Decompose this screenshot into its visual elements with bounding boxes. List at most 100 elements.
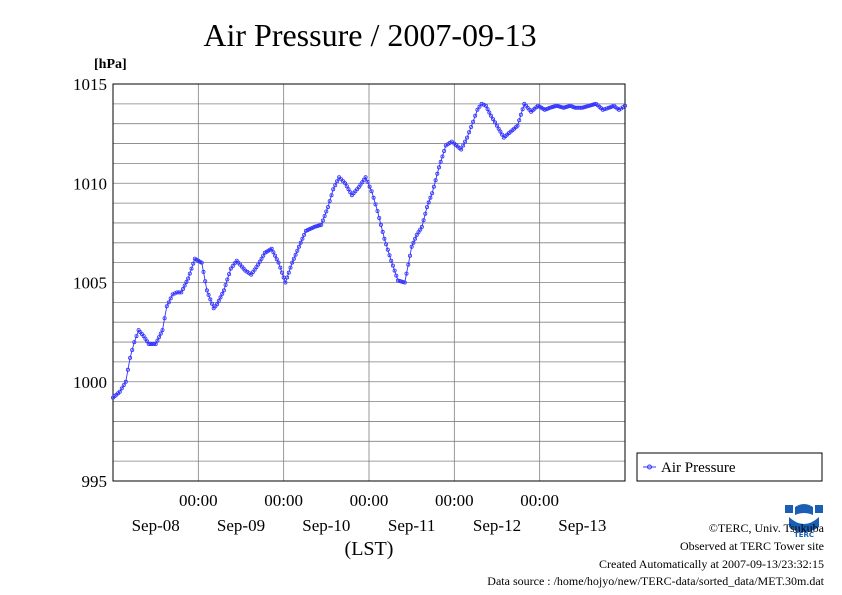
data-point [563, 105, 568, 110]
data-point [302, 232, 307, 237]
data-point [209, 301, 214, 306]
data-point [296, 244, 301, 249]
legend: Air Pressure [636, 452, 823, 482]
data-point [404, 271, 409, 276]
data-point [177, 290, 182, 295]
data-point [151, 341, 156, 346]
y-axis-unit: [hPa] [94, 57, 127, 72]
data-point [377, 215, 382, 220]
data-point [587, 103, 592, 108]
data-point [463, 139, 468, 144]
data-point [221, 288, 226, 293]
data-point [250, 270, 255, 275]
data-point [556, 104, 561, 109]
x-tick-time-label: 00:00 [435, 491, 474, 510]
grid-layer [113, 84, 625, 481]
data-point [273, 253, 278, 258]
data-point [339, 177, 344, 182]
data-point [428, 195, 433, 200]
data-point [371, 195, 376, 200]
data-point [187, 271, 192, 276]
data-point [558, 104, 563, 109]
data-point [300, 236, 305, 241]
x-tick-time-label: 00:00 [179, 491, 218, 510]
data-point [423, 211, 428, 216]
data-point [228, 266, 233, 271]
data-point [435, 171, 440, 176]
data-point [290, 260, 295, 265]
data-point [373, 202, 378, 207]
data-point [206, 292, 211, 297]
data-point [380, 229, 385, 234]
data-point [487, 110, 492, 115]
data-point [561, 105, 566, 110]
data-point [322, 213, 327, 218]
data-point [582, 105, 587, 110]
data-point [168, 296, 173, 301]
terc-logo-icon: TERC [783, 503, 825, 539]
data-point [413, 236, 418, 241]
data-point [203, 279, 208, 284]
legend-series-name: Air Pressure [661, 460, 736, 476]
data-point [319, 222, 324, 227]
footer-created: Created Automatically at 2007-09-13/23:3… [599, 557, 824, 571]
plot-frame [112, 83, 626, 482]
chart-title: Air Pressure / 2007-09-13 [203, 17, 536, 53]
data-point [390, 263, 395, 268]
data-point [483, 103, 488, 108]
data-point [498, 129, 503, 134]
data-point [378, 222, 383, 227]
data-point [189, 266, 194, 271]
data-point [515, 123, 520, 128]
data-point [387, 253, 392, 258]
data-point [227, 272, 232, 277]
data-point [279, 270, 284, 275]
data-point [160, 328, 165, 333]
data-point [590, 102, 595, 107]
data-point [565, 104, 570, 109]
data-point [230, 263, 235, 268]
data-point [314, 224, 319, 229]
data-point [170, 292, 175, 297]
data-point [125, 367, 130, 372]
data-point [121, 383, 126, 388]
data-point [406, 262, 411, 267]
x-tick-date-label: Sep-13 [558, 516, 606, 535]
data-point [367, 184, 372, 189]
data-point [549, 105, 554, 110]
data-point [327, 199, 332, 204]
data-point [411, 240, 416, 245]
data-point [153, 341, 158, 346]
data-point [291, 256, 296, 261]
data-point [436, 165, 441, 170]
data-point [407, 253, 412, 258]
data-point [517, 118, 522, 123]
y-tick-label: 1010 [73, 174, 107, 193]
data-point [271, 250, 276, 255]
data-point [298, 240, 303, 245]
data-point [554, 103, 559, 108]
data-point [623, 103, 628, 108]
data-point [547, 105, 552, 110]
data-point [600, 107, 605, 112]
data-point [583, 104, 588, 109]
data-point [257, 259, 262, 264]
data-point [382, 236, 387, 241]
footer-source: Data source : /home/hojyo/new/TERC-data/… [487, 574, 824, 588]
data-point [397, 278, 402, 283]
data-point [295, 248, 300, 253]
footer-observed: Observed at TERC Tower site [679, 539, 824, 553]
data-point [155, 338, 160, 343]
data-point [348, 190, 353, 195]
data-point [477, 104, 482, 109]
data-point [199, 260, 204, 265]
data-point [421, 218, 426, 223]
data-point [473, 113, 478, 118]
data-point [431, 184, 436, 189]
data-point [259, 256, 264, 261]
data-point [592, 102, 597, 107]
data-point [157, 335, 162, 340]
y-tick-labels: 995 1000 1005 1010 1015 [73, 75, 107, 491]
data-point [337, 175, 342, 180]
data-point [117, 389, 122, 394]
